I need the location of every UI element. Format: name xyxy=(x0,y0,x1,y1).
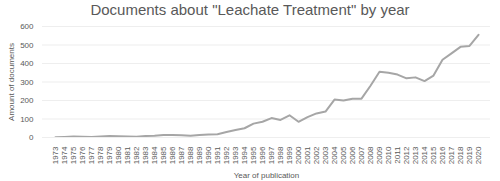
svg-text:1991: 1991 xyxy=(213,146,222,164)
svg-text:1990: 1990 xyxy=(204,146,213,164)
svg-text:300: 300 xyxy=(20,78,34,87)
svg-text:1978: 1978 xyxy=(96,146,105,164)
svg-text:2000: 2000 xyxy=(294,146,303,164)
svg-text:1998: 1998 xyxy=(276,146,285,164)
svg-text:1982: 1982 xyxy=(132,146,141,164)
svg-text:0: 0 xyxy=(29,133,34,142)
svg-text:2001: 2001 xyxy=(303,146,312,164)
svg-text:2009: 2009 xyxy=(375,146,384,164)
svg-text:2004: 2004 xyxy=(330,146,339,164)
svg-text:1979: 1979 xyxy=(105,146,114,164)
svg-text:2020: 2020 xyxy=(474,146,483,164)
svg-text:1993: 1993 xyxy=(231,146,240,164)
svg-text:500: 500 xyxy=(20,41,34,50)
svg-text:1980: 1980 xyxy=(114,146,123,164)
svg-text:Amount of documents: Amount of documents xyxy=(7,43,16,121)
svg-text:2014: 2014 xyxy=(420,146,429,164)
svg-text:200: 200 xyxy=(20,96,34,105)
svg-text:2017: 2017 xyxy=(447,146,456,164)
svg-text:1988: 1988 xyxy=(186,146,195,164)
svg-text:Year of publication: Year of publication xyxy=(234,171,300,180)
svg-text:2016: 2016 xyxy=(438,146,447,164)
svg-text:600: 600 xyxy=(20,22,34,31)
svg-text:1989: 1989 xyxy=(195,146,204,164)
svg-text:1976: 1976 xyxy=(78,146,87,164)
svg-text:1985: 1985 xyxy=(159,146,168,164)
svg-text:1986: 1986 xyxy=(168,146,177,164)
svg-text:2008: 2008 xyxy=(366,146,375,164)
svg-text:1987: 1987 xyxy=(177,146,186,164)
svg-text:1977: 1977 xyxy=(87,146,96,164)
svg-text:400: 400 xyxy=(20,59,34,68)
svg-text:1981: 1981 xyxy=(123,146,132,164)
svg-text:100: 100 xyxy=(20,115,34,124)
svg-text:1999: 1999 xyxy=(285,146,294,164)
svg-text:1975: 1975 xyxy=(69,146,78,164)
svg-text:1995: 1995 xyxy=(249,146,258,164)
svg-text:1974: 1974 xyxy=(60,146,69,164)
svg-text:1992: 1992 xyxy=(222,146,231,164)
svg-text:2018: 2018 xyxy=(456,146,465,164)
svg-text:2013: 2013 xyxy=(411,146,420,164)
svg-text:1983: 1983 xyxy=(141,146,150,164)
svg-text:2019: 2019 xyxy=(465,146,474,164)
svg-text:2005: 2005 xyxy=(339,146,348,164)
svg-text:2012: 2012 xyxy=(402,146,411,164)
svg-text:1994: 1994 xyxy=(240,146,249,164)
svg-text:2003: 2003 xyxy=(321,146,330,164)
svg-text:1996: 1996 xyxy=(258,146,267,164)
svg-text:2015: 2015 xyxy=(429,146,438,164)
svg-text:1984: 1984 xyxy=(150,146,159,164)
svg-text:2002: 2002 xyxy=(312,146,321,164)
svg-text:1973: 1973 xyxy=(51,146,60,164)
html-text:Documents about "Leachate Trea: Documents about "Leachate Treatment" by … xyxy=(90,1,410,18)
svg-text:2010: 2010 xyxy=(384,146,393,164)
svg-text:2011: 2011 xyxy=(393,146,402,164)
svg-text:2006: 2006 xyxy=(348,146,357,164)
svg-text:1997: 1997 xyxy=(267,146,276,164)
svg-text:2007: 2007 xyxy=(357,146,366,164)
